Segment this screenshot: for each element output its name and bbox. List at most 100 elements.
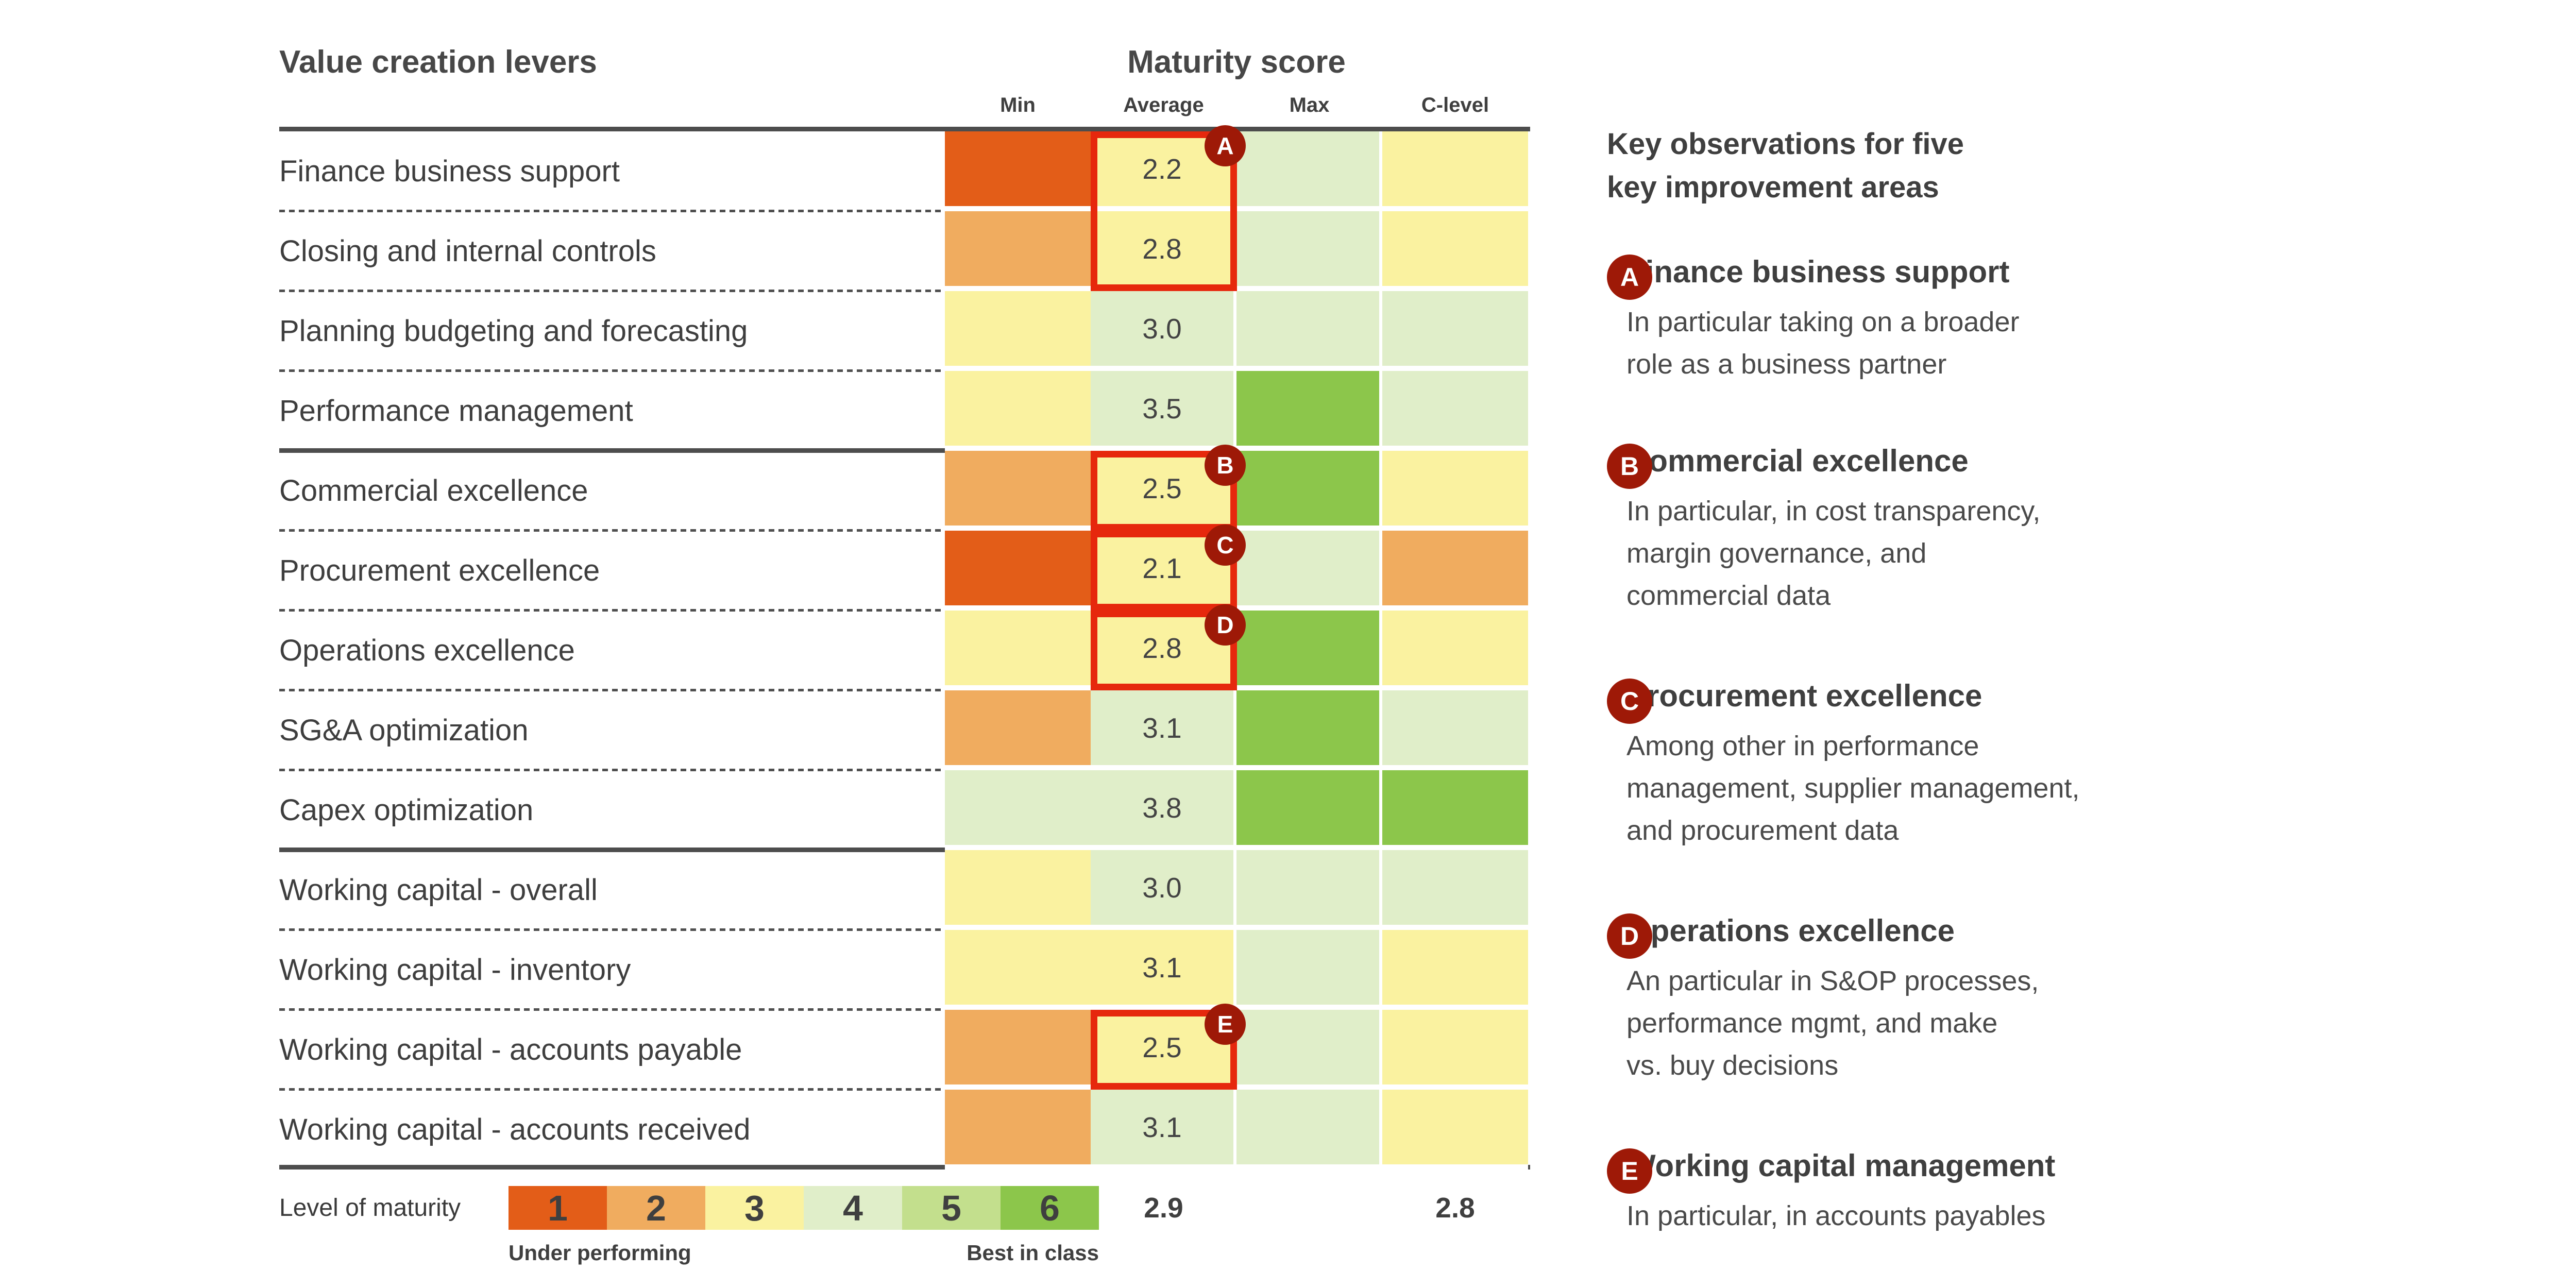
- observation-body: In particular, in cost transparency, mar…: [1626, 496, 2041, 611]
- average-value: 3.0: [1142, 871, 1182, 904]
- maturity-cell-c-level: [1382, 1090, 1528, 1170]
- row-label: Performance management: [279, 394, 633, 428]
- maturity-cell-max: [1236, 451, 1382, 531]
- average-value: 2.8: [1142, 232, 1182, 265]
- row-label: Finance business support: [279, 155, 620, 188]
- maturity-cell-min: [945, 690, 1091, 770]
- maturity-cell-min: [945, 770, 1091, 850]
- average-value: 3.0: [1142, 312, 1182, 345]
- table-row: Planning budgeting and forecasting 3.0: [279, 291, 1530, 372]
- maturity-cell-max: [1236, 131, 1382, 211]
- observation-body: An particular in S&OP processes, perform…: [1626, 965, 2039, 1081]
- row-label: Closing and internal controls: [279, 234, 656, 268]
- observation-heading: Working capital management: [1626, 1148, 2056, 1183]
- observation-badge-B: B: [1607, 444, 1652, 489]
- legend-cell-5: 5: [902, 1186, 1001, 1230]
- highlight-box-A: [1091, 131, 1237, 291]
- legend-cell-2: 2: [607, 1186, 705, 1230]
- row-divider-dashed: [279, 290, 945, 292]
- average-value: 3.1: [1142, 1111, 1182, 1143]
- marker-badge-E: E: [1205, 1004, 1246, 1045]
- observation-item-D: D Operations excellence An particular in S…: [1607, 913, 2039, 1087]
- average-value: 3.1: [1142, 951, 1182, 984]
- maturity-cell-min: [945, 930, 1091, 1010]
- average-value: 2.5: [1142, 1031, 1182, 1063]
- observation-body: Among other in performance management, s…: [1626, 731, 2080, 846]
- legend-high-caption: Best in class: [967, 1241, 1099, 1265]
- maturity-cell-max: [1236, 291, 1382, 371]
- column-header-min: Min: [1000, 94, 1036, 116]
- table-row: Capex optimization 3.8: [279, 770, 1530, 852]
- observation-badge-A: A: [1607, 255, 1652, 300]
- maturity-cell-average: 3.1: [1091, 690, 1236, 770]
- average-value: 2.2: [1142, 152, 1182, 185]
- footer-rule: [279, 1165, 1530, 1170]
- summary-average-value: 2.9: [1144, 1192, 1183, 1224]
- maturity-cell-min: [945, 291, 1091, 371]
- maturity-cell-min: [945, 611, 1091, 690]
- observation-item-B: B Commercial excellence In particular, in …: [1607, 444, 2040, 617]
- legend-low-caption: Under performing: [509, 1241, 691, 1265]
- value-creation-levers-title: Value creation levers: [279, 44, 597, 80]
- marker-badge-D: D: [1205, 604, 1246, 646]
- row-divider-dashed: [279, 529, 945, 532]
- maturity-cell-max: [1236, 531, 1382, 611]
- row-label: Planning budgeting and forecasting: [279, 314, 748, 348]
- average-value: 2.5: [1142, 472, 1182, 504]
- column-header-c-level: C-level: [1421, 94, 1489, 116]
- row-label: Procurement excellence: [279, 554, 600, 587]
- row-divider-dashed: [279, 1008, 945, 1011]
- maturity-cell-max: [1236, 930, 1382, 1010]
- legend-cell-3: 3: [705, 1186, 804, 1230]
- maturity-cell-c-level: [1382, 131, 1528, 211]
- table-row: Commercial excellence 2.5: [279, 451, 1530, 532]
- row-label: Working capital - inventory: [279, 953, 631, 987]
- table-row: Performance management 3.5: [279, 371, 1530, 453]
- maturity-cell-c-level: [1382, 690, 1528, 770]
- maturity-cell-min: [945, 1090, 1091, 1170]
- row-label: Working capital - accounts payable: [279, 1033, 742, 1066]
- maturity-cell-c-level: [1382, 291, 1528, 371]
- row-label: Capex optimization: [279, 793, 534, 827]
- maturity-cell-min: [945, 451, 1091, 531]
- row-divider-dashed: [279, 369, 945, 372]
- observation-badge-E: E: [1607, 1148, 1652, 1194]
- average-value: 2.1: [1142, 552, 1182, 584]
- row-divider-solid: [279, 848, 945, 852]
- maturity-cell-min: [945, 850, 1091, 930]
- observation-heading: Commercial excellence: [1626, 444, 1969, 478]
- summary-clevel-value: 2.8: [1435, 1192, 1475, 1224]
- maturity-cell-min: [945, 371, 1091, 451]
- observation-item-C: C Procurement excellence Among other in pe…: [1607, 679, 2080, 852]
- maturity-cell-c-level: [1382, 611, 1528, 690]
- maturity-cell-max: [1236, 1010, 1382, 1090]
- maturity-cell-max: [1236, 690, 1382, 770]
- maturity-cell-max: [1236, 850, 1382, 930]
- row-label: Working capital - overall: [279, 873, 598, 907]
- maturity-cell-max: [1236, 611, 1382, 690]
- average-value: 2.8: [1142, 632, 1182, 664]
- maturity-cell-min: [945, 1010, 1091, 1090]
- table-row: Operations excellence 2.8: [279, 611, 1530, 691]
- maturity-cell-c-level: [1382, 1010, 1528, 1090]
- legend-cell-4: 4: [804, 1186, 902, 1230]
- maturity-cell-c-level: [1382, 451, 1528, 531]
- observation-item-A: A Finance business support In particular t…: [1607, 255, 2019, 385]
- maturity-cell-c-level: [1382, 531, 1528, 611]
- maturity-cell-c-level: [1382, 850, 1528, 930]
- row-divider-dashed: [279, 689, 945, 691]
- row-divider-dashed: [279, 769, 945, 771]
- observation-body: In particular, in accounts payables: [1626, 1200, 2046, 1231]
- row-divider-dashed: [279, 609, 945, 612]
- average-value: 3.5: [1142, 392, 1182, 425]
- average-value: 3.8: [1142, 791, 1182, 824]
- highlight-box-D: [1091, 611, 1237, 690]
- maturity-cell-average: 3.0: [1091, 291, 1236, 371]
- legend-cell-6: 6: [1001, 1186, 1099, 1230]
- heatmap-table: Finance business support 2.2 Closing and i…: [279, 131, 1530, 1170]
- row-divider-dashed: [279, 1088, 945, 1091]
- marker-badge-B: B: [1205, 445, 1246, 486]
- maturity-cell-min: [945, 131, 1091, 211]
- observations-title: Key observations for five key improvemen…: [1607, 127, 1964, 204]
